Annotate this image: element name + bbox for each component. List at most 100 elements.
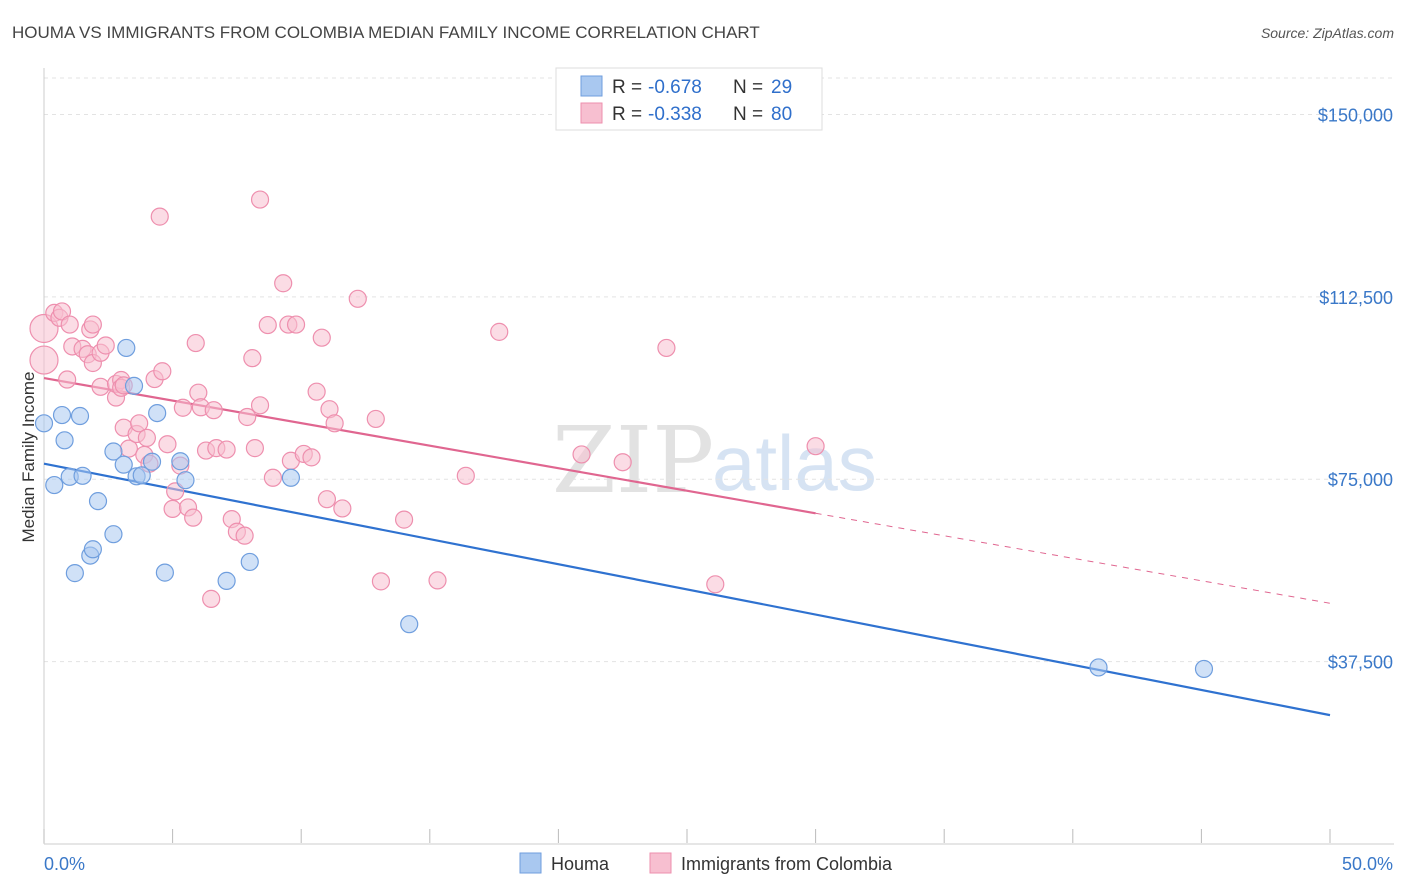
colombia-point-32 [163,499,182,519]
colombia-point-70 [371,572,391,591]
axes [43,68,1394,845]
houma-point-12 [104,442,123,461]
bottom-legend-swatch-houma [519,852,542,874]
legend-swatch-houma [580,75,603,97]
watermark-atlas-text: atlas [712,419,877,507]
legend-n-value-houma: 29 [771,77,792,98]
colombia-point-55 [263,468,283,487]
colombia-point-12 [83,315,102,334]
houma-point-23 [217,571,236,590]
houma-point-19 [148,403,167,423]
houma-point-25 [281,468,301,487]
legend-r-value-colombia: -0.338 [648,104,702,125]
colombia-point-58 [286,315,306,334]
colombia-point-0 [29,345,59,375]
houma-point-26 [400,615,419,634]
houma-point-21 [171,452,190,471]
colombia-point-38 [186,333,205,353]
houma-point-15 [124,376,144,395]
colombia-point-53 [250,396,270,415]
houma-point-5 [65,564,84,583]
colombia-point-1 [29,313,59,344]
correlation-legend: R = -0.678 N = 29 R = -0.338 N = 80 [555,67,823,131]
y-tick-label-0: $37,500 [1328,653,1393,673]
colombia-point-67 [333,499,352,518]
colombia-point-79 [806,437,825,456]
colombia-point-30 [153,362,172,381]
colombia-point-14 [96,336,115,355]
x-tick-labels: 0.0% 50.0% [44,854,1393,874]
colombia-point-33 [166,482,185,501]
colombia-point-31 [158,435,177,454]
colombia-point-76 [613,453,632,472]
houma-point-0 [34,414,54,433]
houma-point-27 [1089,658,1108,677]
houma-point-10 [88,492,108,511]
colombia-point-66 [325,414,344,433]
colombia-point-56 [274,274,293,293]
bottom-legend: Houma Immigrants from Colombia [519,852,893,874]
houma-point-22 [176,471,195,490]
colombia-point-50 [243,349,262,368]
trend-line-colombia [43,376,816,515]
bottom-legend-swatch-colombia [649,852,672,874]
colombia-point-61 [302,448,321,467]
trend-line-houma [43,462,1331,717]
houma-point-17 [132,466,151,485]
houma-point-2 [52,405,72,425]
colombia-point-73 [456,466,475,485]
colombia-point-72 [428,571,447,590]
colombia-point-5 [58,370,77,389]
houma-point-24 [240,552,259,572]
trend-line-colombia-extension [815,512,1331,604]
legend-r-value-houma: -0.678 [648,77,702,98]
chart-title: HOUMA VS IMMIGRANTS FROM COLOMBIA MEDIAN… [12,23,760,42]
legend-n-value-colombia: 80 [771,104,792,125]
houma-point-1 [45,475,64,495]
series-colombia-points [29,190,825,608]
y-tick-label-3: $150,000 [1318,105,1393,125]
gridlines [44,77,1394,663]
colombia-point-52 [250,190,270,209]
colombia-point-26 [137,428,156,447]
bottom-legend-label-colombia: Immigrants from Colombia [681,854,893,874]
colombia-point-48 [235,526,254,545]
colombia-point-74 [490,322,509,341]
legend-swatch-colombia [580,102,603,124]
colombia-point-45 [217,440,236,459]
y-tick-label-2: $112,500 [1319,288,1393,308]
colombia-point-35 [173,398,192,417]
watermark: ZIP atlas [552,407,877,514]
colombia-point-24 [130,414,149,433]
colombia-point-63 [312,328,331,347]
bottom-legend-label-houma: Houma [551,854,610,874]
houma-point-6 [70,406,90,426]
colombia-point-71 [394,510,414,529]
chart-source: Source: ZipAtlas.com [1261,25,1394,41]
trend-lines [43,376,1331,717]
colombia-point-6 [60,315,79,334]
colombia-point-77 [657,338,676,358]
houma-point-28 [1194,659,1214,679]
colombia-point-51 [245,439,265,458]
y-tick-labels: $37,500 $75,000 $112,500 $150,000 [1318,105,1393,672]
houma-point-20 [155,563,174,582]
houma-point-18 [142,452,162,471]
x-tick-label-1: 50.0% [1342,854,1393,874]
colombia-point-42 [202,589,221,608]
colombia-point-75 [572,445,591,464]
houma-point-9 [83,540,102,559]
colombia-point-64 [317,490,337,509]
colombia-point-15 [91,377,110,396]
colombia-point-49 [238,407,257,427]
houma-point-7 [73,466,92,485]
colombia-point-29 [150,207,169,226]
legend-r-label-colombia: R = [612,104,647,125]
colombia-point-54 [258,315,277,335]
houma-point-13 [114,455,133,474]
legend-r-label-houma: R = [612,77,647,98]
colombia-point-68 [348,289,367,308]
colombia-point-43 [204,401,223,420]
houma-point-14 [117,338,136,358]
legend-n-label-houma: N = [733,77,768,98]
